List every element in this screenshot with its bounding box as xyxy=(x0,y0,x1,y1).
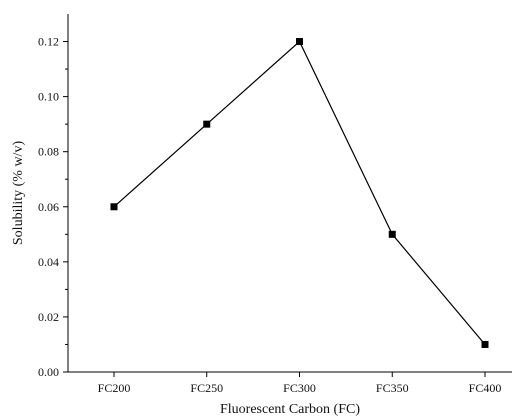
x-tick-label: FC300 xyxy=(283,381,316,395)
y-tick-label: 0.04 xyxy=(38,255,59,269)
data-point-marker xyxy=(481,340,489,348)
x-tick-label: FC350 xyxy=(376,381,409,395)
y-tick-label: 0.00 xyxy=(38,365,59,379)
data-point-marker xyxy=(388,230,396,238)
y-axis-ticks: 0.00 0.02 0.04 0.06 0.08 0.10 0.12 xyxy=(38,35,68,379)
data-point-marker xyxy=(203,120,211,128)
series-markers xyxy=(110,38,489,348)
x-tick-label: FC250 xyxy=(190,381,223,395)
x-axis-title: Fluorescent Carbon (FC) xyxy=(220,402,360,417)
y-tick-label: 0.12 xyxy=(38,35,59,49)
series-line xyxy=(113,40,486,345)
y-tick-label: 0.08 xyxy=(38,145,59,159)
data-point-marker xyxy=(296,38,303,46)
y-tick-label: 0.10 xyxy=(38,90,59,104)
x-tick-label: FC400 xyxy=(469,381,502,395)
y-tick-label: 0.06 xyxy=(38,200,59,214)
x-axis-ticks: FC200 FC250 FC300 FC350 FC400 xyxy=(98,372,502,395)
y-tick-label: 0.02 xyxy=(38,310,59,324)
x-tick-label: FC200 xyxy=(98,381,131,395)
y-axis-title: Solubility (% w/v) xyxy=(11,141,26,246)
data-point-marker xyxy=(110,203,118,211)
